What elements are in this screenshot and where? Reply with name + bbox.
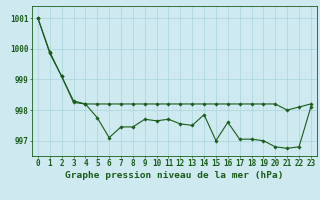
X-axis label: Graphe pression niveau de la mer (hPa): Graphe pression niveau de la mer (hPa): [65, 171, 284, 180]
